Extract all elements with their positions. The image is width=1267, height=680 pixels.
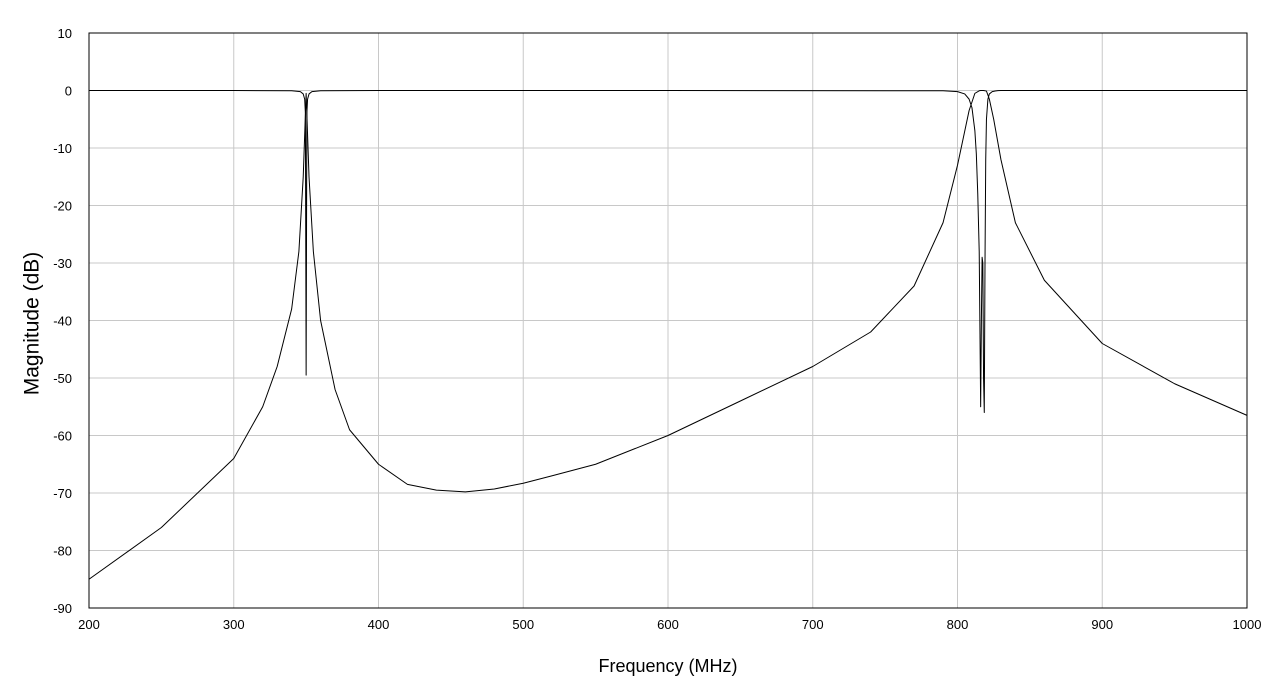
y-tick-label-2: -10 <box>53 141 72 156</box>
x-tick-labels: 200 300 400 500 600 700 800 900 1000 <box>78 617 1261 632</box>
x-tick-label-7: 900 <box>1091 617 1113 632</box>
series-line-2 <box>89 90 1247 413</box>
x-tick-label-2: 400 <box>368 617 390 632</box>
x-tick-label-4: 600 <box>657 617 679 632</box>
plot-frame <box>88 32 1248 609</box>
x-tick-label-6: 800 <box>947 617 969 632</box>
x-tick-label-8: 1000 <box>1233 617 1262 632</box>
y-axis-label: Magnitude (dB) <box>21 252 44 396</box>
x-tick-label-5: 700 <box>802 617 824 632</box>
y-tick-label-8: -70 <box>53 486 72 501</box>
y-tick-label-10: -90 <box>53 601 72 616</box>
y-tick-label-6: -50 <box>53 371 72 386</box>
y-tick-label-5: -40 <box>53 314 72 329</box>
series-line-1 <box>88 90 1248 580</box>
series-group <box>88 90 1248 580</box>
x-tick-label-3: 500 <box>512 617 534 632</box>
y-tick-label-1: 0 <box>65 84 72 99</box>
x-axis-label: Frequency (MHz) <box>598 656 737 676</box>
y-tick-label-9: -80 <box>53 544 72 559</box>
y-tick-labels: 10 0 -10 -20 -30 -40 -50 -60 -70 -80 -90 <box>53 26 72 616</box>
y-tick-label-0: 10 <box>58 26 72 41</box>
y-tick-label-7: -60 <box>53 429 72 444</box>
y-tick-label-4: -30 <box>53 256 72 271</box>
x-tick-label-0: 200 <box>78 617 100 632</box>
x-tick-label-1: 300 <box>223 617 245 632</box>
y-tick-label-3: -20 <box>53 199 72 214</box>
